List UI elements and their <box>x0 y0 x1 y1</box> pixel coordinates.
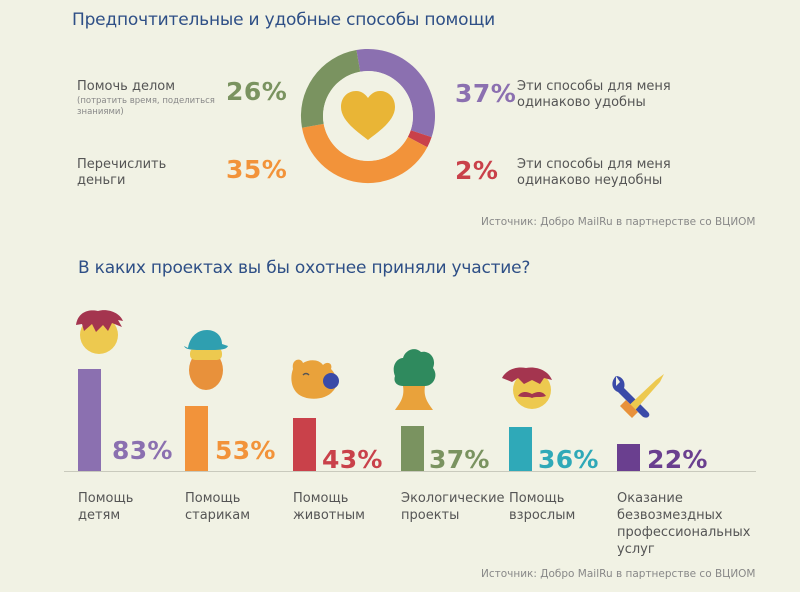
category-line: Помощь <box>509 491 565 506</box>
category-line: Помощь <box>293 491 349 506</box>
donut-segment-equally-convenient <box>356 48 436 138</box>
bar-help-children <box>78 369 101 471</box>
label-transfer-money: Перечислить деньги <box>77 157 166 189</box>
heart-icon <box>341 91 395 140</box>
label-line1: Эти способы для меня <box>517 79 671 94</box>
label-equally-inconvenient: Эти способы для меня одинаково неудобны <box>517 157 671 189</box>
pct-help-children: 83% <box>112 436 173 465</box>
category-help-animals: Помощь животным <box>293 490 365 524</box>
category-line: старикам <box>185 508 251 523</box>
category-help-adults: Помощь взрослым <box>509 490 575 524</box>
category-line: Помощь <box>78 491 134 506</box>
category-line: детям <box>78 508 121 523</box>
pct-transfer-money: 35% <box>226 155 288 184</box>
pct-help-elderly: 53% <box>215 436 276 465</box>
section2-title: В каких проектах вы бы охотнее приняли у… <box>78 258 531 278</box>
category-line: Оказание <box>617 491 683 506</box>
category-line: безвозмездных <box>617 508 723 523</box>
section1-title: Предпочтительные и удобные способы помощ… <box>72 10 496 30</box>
bar-help-elderly <box>185 406 208 471</box>
source-note-2: Источник: Добро MailRu в партнерстве со … <box>481 568 756 580</box>
category-help-children: Помощь детям <box>78 490 133 524</box>
mustache-man-icon <box>502 367 552 409</box>
label-line1: Перечислить <box>77 157 167 172</box>
category-line: проекты <box>401 508 460 523</box>
label-line2: деньги <box>77 173 126 188</box>
pct-pro-services: 22% <box>647 445 708 474</box>
donut-segment-help-by-deed <box>300 50 361 128</box>
wrench-pencil-icon <box>612 374 664 418</box>
donut-segment-equally-inconvenient <box>407 130 432 148</box>
label-equally-convenient: Эти способы для меня одинаково удобны <box>517 79 671 111</box>
pct-help-adults: 36% <box>538 445 599 474</box>
chart-baseline <box>64 471 756 472</box>
child-face-icon <box>76 310 123 354</box>
label-help-by-deed: Помочь делом <box>77 79 176 94</box>
label-line2: одинаково неудобны <box>517 173 663 188</box>
pct-equally-convenient: 37% <box>455 79 517 108</box>
bar-help-adults <box>509 427 532 471</box>
category-line: профессиональных <box>617 525 751 540</box>
sublabel-line2: знаниями) <box>77 107 124 117</box>
label-line1: Эти способы для меня <box>517 157 671 172</box>
category-line: животным <box>293 508 365 523</box>
elderly-hat-icon <box>184 330 228 390</box>
source-note-1: Источник: Добро MailRu в партнерстве со … <box>481 216 756 228</box>
dog-icon <box>291 359 339 399</box>
bar-ecological <box>401 426 424 471</box>
sublabel-line1: (потратить время, поделиться <box>77 96 215 106</box>
sublabel-help-by-deed: (потратить время, поделиться знаниями) <box>77 96 215 118</box>
category-help-elderly: Помощь старикам <box>185 490 250 524</box>
donut-segment-transfer-money <box>302 123 428 184</box>
pct-ecological: 37% <box>429 445 490 474</box>
tree-icon <box>393 349 436 410</box>
pct-help-animals: 43% <box>322 445 383 474</box>
category-line: Помощь <box>185 491 241 506</box>
donut-chart <box>300 48 436 184</box>
bar-help-animals <box>293 418 316 471</box>
pct-help-by-deed: 26% <box>226 77 288 106</box>
label-line2: одинаково удобны <box>517 95 646 110</box>
category-line: взрослым <box>509 508 576 523</box>
bar-pro-services <box>617 444 640 471</box>
pct-equally-inconvenient: 2% <box>455 156 499 185</box>
category-pro-services: Оказание безвозмездных профессиональных … <box>617 490 750 558</box>
category-line: Экологические <box>401 491 505 506</box>
category-line: услуг <box>617 542 655 557</box>
category-ecological: Экологические проекты <box>401 490 505 524</box>
